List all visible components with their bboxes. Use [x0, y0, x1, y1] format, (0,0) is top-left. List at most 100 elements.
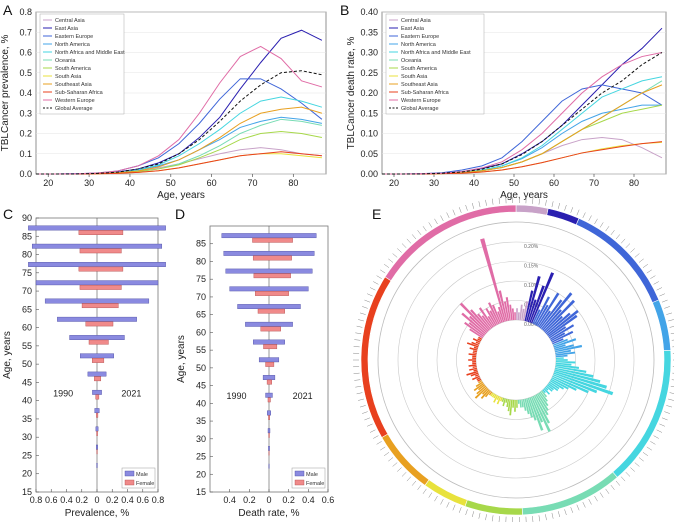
male-bar [69, 335, 125, 340]
country-label-tick [358, 398, 364, 401]
circular-bar [472, 350, 477, 353]
circular-bar [541, 390, 548, 398]
circular-bar [555, 361, 576, 364]
legend-entry: Eastern Europe [55, 34, 93, 40]
country-label-tick [428, 492, 433, 498]
circular-bar [514, 312, 516, 320]
y-tick-label: 0.7 [19, 27, 32, 37]
panel-b-line-chart: 0.00 0.05 0.10 0.15 0.20 0.25 0.30 0.35 0.40 20 30… [346, 7, 667, 201]
circular-bar [488, 391, 493, 396]
circular-bar [548, 381, 560, 390]
circular-bar [474, 374, 480, 377]
country-label-tick [356, 325, 363, 328]
y-tick-label: 85 [22, 231, 32, 241]
circular-bar [475, 341, 480, 345]
country-label-tick [358, 319, 364, 322]
circular-bar [536, 292, 560, 327]
circular-bar [533, 296, 550, 325]
x-tick-label: 70 [247, 178, 257, 188]
circular-bar [490, 392, 494, 397]
male-bar [253, 339, 285, 345]
country-label-tick [491, 198, 494, 205]
country-label-tick [634, 462, 640, 467]
x-tick-label: 20 [43, 178, 53, 188]
country-label-tick [353, 372, 360, 374]
country-label-tick [383, 263, 390, 268]
x-tick-label: 50 [509, 178, 519, 188]
country-label-tick [672, 372, 674, 374]
country-label-tick [471, 511, 475, 518]
y-tick-label: 0.15 [360, 108, 378, 118]
x-axis-label: Death rate, % [238, 508, 299, 519]
y-tick-label: 40 [196, 398, 206, 408]
y-tick-label: 75 [196, 274, 206, 284]
circular-bar [507, 399, 511, 412]
country-label-tick [434, 495, 438, 502]
year-label-right: 2021 [293, 391, 313, 401]
y-tick-label: 0.1 [19, 149, 32, 159]
country-label-tick [478, 201, 481, 208]
circular-bar [529, 397, 544, 431]
circular-bar [491, 393, 496, 398]
country-label-tick [452, 504, 456, 511]
circular-bar [497, 311, 503, 323]
group-ring-segment [360, 276, 392, 438]
circular-bar [535, 304, 549, 326]
x-tick-label: 0.8 [30, 495, 43, 505]
country-label-tick [354, 339, 361, 341]
circular-bar [555, 351, 576, 356]
y-tick-label: 20 [22, 469, 32, 479]
country-label-tick [422, 488, 427, 494]
circular-bar [468, 364, 477, 367]
country-label-tick [446, 501, 450, 508]
country-label-tick [397, 248, 402, 253]
female-bar [252, 237, 293, 243]
circular-bar [478, 307, 494, 328]
country-label-tick [638, 457, 644, 462]
x-tick-label: 0.4 [223, 495, 236, 505]
y-axis-label: Age, years [2, 331, 13, 379]
circular-bar [459, 302, 489, 332]
x-tick-label: 0.6 [322, 495, 335, 505]
country-label-tick [646, 446, 652, 451]
circular-bar [551, 377, 577, 391]
circular-bar [517, 312, 520, 321]
x-tick-label: 0.6 [136, 495, 149, 505]
country-label-tick [615, 480, 621, 486]
circular-bar [468, 322, 486, 336]
y-tick-label: 55 [22, 341, 32, 351]
male-bar [28, 262, 166, 267]
female-bar [78, 230, 124, 235]
y-tick-label: 0.05 [360, 149, 378, 159]
country-label-tick [615, 234, 621, 240]
y-tick-label: 0.0 [19, 169, 32, 179]
x-tick-label: 0.8 [152, 495, 165, 505]
legend-box [385, 13, 485, 115]
circular-bar [472, 352, 477, 354]
country-label-tick [465, 204, 468, 211]
country-label-tick [594, 218, 598, 225]
country-label-tick [383, 452, 390, 457]
legend-entry: Eastern Europe [401, 34, 439, 40]
male-bar [268, 463, 270, 469]
y-tick-label: 60 [22, 323, 32, 333]
circular-bar [553, 372, 614, 396]
circular-bar [553, 338, 577, 348]
circular-bar [556, 359, 568, 361]
circular-bar [551, 330, 574, 343]
country-label-tick [458, 207, 462, 213]
country-label-tick [367, 293, 373, 297]
circular-bar [539, 391, 548, 402]
circular-bar [466, 342, 479, 348]
legend-swatch-female [124, 479, 135, 486]
y-tick-label: 0.25 [360, 68, 378, 78]
year-label-left: 1990 [53, 388, 73, 398]
country-label-tick [356, 392, 363, 395]
country-label-tick [605, 488, 610, 494]
circular-bar [472, 366, 477, 368]
circular-bar [524, 290, 534, 322]
x-axis-label: Age, years [157, 190, 205, 201]
y-tick-label: 0.8 [19, 7, 32, 17]
country-label-tick [557, 202, 561, 209]
country-label-tick [355, 385, 362, 388]
